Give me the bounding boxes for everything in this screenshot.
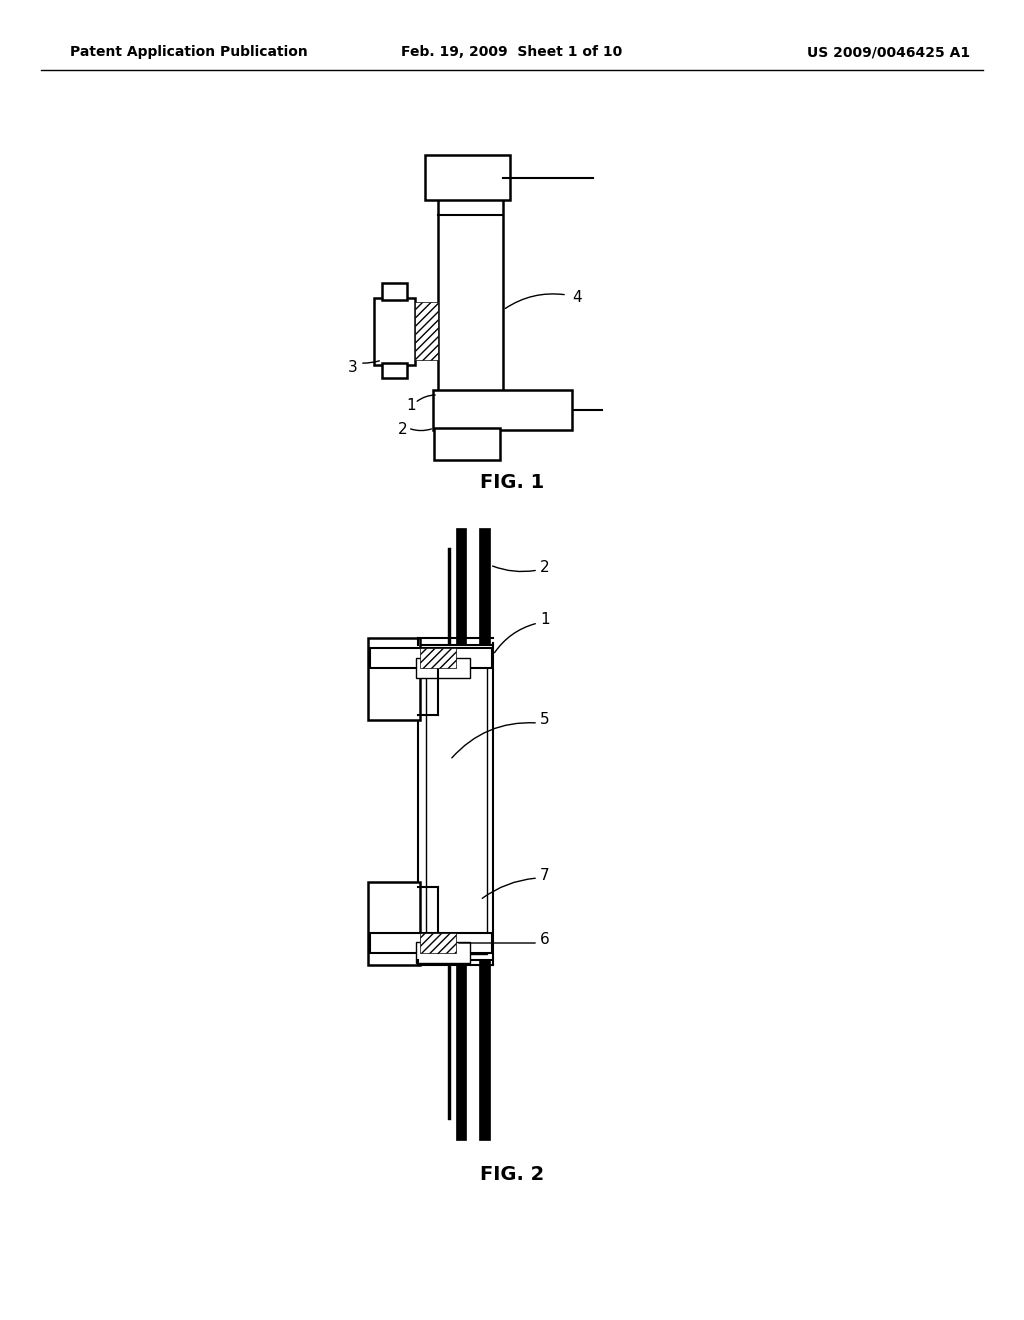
Text: FIG. 2: FIG. 2 — [480, 1166, 544, 1184]
Bar — [370, 933, 492, 953]
Text: Patent Application Publication: Patent Application Publication — [70, 45, 308, 59]
Bar — [382, 282, 407, 300]
Bar — [425, 154, 510, 201]
Text: 1: 1 — [540, 612, 550, 627]
Bar — [420, 648, 456, 668]
Text: FIG. 1: FIG. 1 — [480, 474, 544, 492]
Bar — [420, 933, 456, 953]
Bar — [368, 638, 420, 719]
Text: 6: 6 — [540, 932, 550, 948]
Bar — [416, 942, 470, 964]
Bar — [374, 298, 415, 366]
Bar — [433, 389, 572, 430]
Bar — [438, 158, 503, 395]
Bar — [449, 548, 451, 1119]
Text: 3: 3 — [348, 360, 358, 375]
Bar — [416, 657, 470, 678]
Bar — [370, 648, 492, 668]
Bar — [426, 651, 487, 954]
Text: 5: 5 — [540, 713, 550, 727]
Text: US 2009/0046425 A1: US 2009/0046425 A1 — [807, 45, 970, 59]
Text: 1: 1 — [406, 397, 416, 412]
Bar — [434, 428, 500, 459]
Text: 7: 7 — [540, 867, 550, 883]
Bar — [415, 302, 438, 360]
Bar — [479, 528, 490, 1140]
Text: 2: 2 — [540, 560, 550, 574]
Bar — [418, 645, 493, 960]
Text: Feb. 19, 2009  Sheet 1 of 10: Feb. 19, 2009 Sheet 1 of 10 — [401, 45, 623, 59]
Bar — [382, 363, 407, 378]
Bar — [456, 528, 466, 1140]
Text: 4: 4 — [572, 290, 582, 305]
Bar — [368, 882, 420, 965]
Text: 2: 2 — [398, 422, 408, 437]
